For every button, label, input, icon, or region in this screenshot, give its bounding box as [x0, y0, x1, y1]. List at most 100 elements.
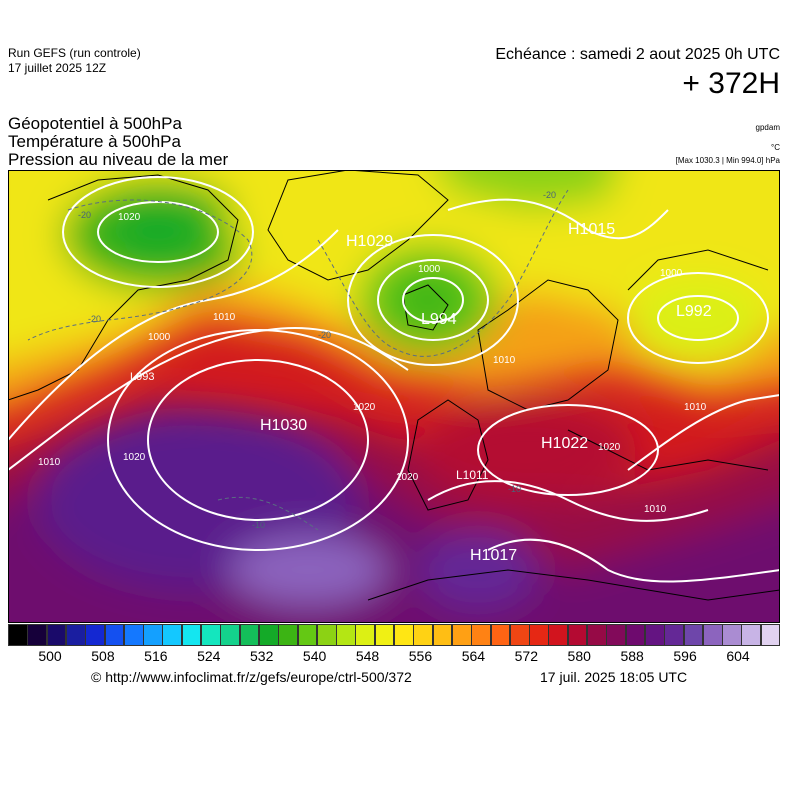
color-swatch	[181, 624, 202, 646]
isobar-label: 1010	[493, 355, 516, 366]
unit-geopotential: gpdam	[755, 123, 780, 132]
high-center: H1029	[346, 233, 393, 250]
lead-time: + 372H	[682, 67, 780, 100]
param-pressure: Pression au niveau de la mer	[8, 150, 229, 169]
unit-temperature: °C	[771, 143, 780, 152]
isobar-label: 1000	[660, 268, 683, 279]
color-swatch	[490, 624, 511, 646]
color-swatch	[683, 624, 704, 646]
color-swatch	[143, 624, 163, 646]
scale-tick-label: 580	[567, 648, 591, 664]
isobar-label: 1010	[213, 312, 236, 323]
color-swatch	[104, 624, 125, 646]
isobar-label: 1000	[148, 332, 171, 343]
color-swatch	[587, 624, 607, 646]
color-swatch	[451, 624, 472, 646]
color-swatch	[529, 624, 549, 646]
valid-time: Echéance : samedi 2 aout 2025 0h UTC	[495, 46, 780, 63]
color-swatch	[220, 624, 241, 646]
color-swatch	[374, 624, 395, 646]
color-swatch	[471, 624, 491, 646]
isobar-label: 1000	[418, 264, 441, 275]
color-swatch	[336, 624, 356, 646]
scale-tick-label: 604	[726, 648, 750, 664]
isobar-label: 1010	[684, 402, 707, 413]
scale-tick-label: 540	[302, 648, 327, 664]
isobar-label: 1010	[38, 457, 61, 468]
high-center: H1030	[260, 417, 307, 434]
geopotential-field	[8, 170, 780, 623]
high-center: H1022	[541, 435, 588, 452]
run-title: Run GEFS (run controle)	[8, 46, 141, 60]
temperature-label: -10	[252, 520, 265, 530]
source-url[interactable]: © http://www.infoclimat.fr/z/gefs/europe…	[91, 669, 412, 685]
pressure-centers: H1030 H1029 H1015 H1022 H1017 L994 L992 …	[130, 221, 712, 564]
weather-map: H1030 H1029 H1015 H1022 H1017 L994 L992 …	[8, 170, 780, 623]
isobar-label: 1020	[123, 452, 146, 463]
color-swatch	[432, 624, 453, 646]
scale-tick-label: 532	[250, 648, 274, 664]
color-swatch	[355, 624, 376, 646]
color-swatch	[760, 624, 781, 646]
generated-time: 17 juil. 2025 18:05 UTC	[540, 669, 688, 685]
color-swatch	[664, 624, 684, 646]
scale-tick-label: 548	[355, 648, 380, 664]
low-center: L994	[421, 311, 457, 328]
scale-tick-label: 500	[38, 648, 62, 664]
temperature-labels: -20 -20 -20 -20 -10 -10	[78, 190, 556, 530]
color-swatch	[548, 624, 569, 646]
color-swatch	[123, 624, 144, 646]
color-swatch	[741, 624, 762, 646]
isobar-label: 1020	[118, 212, 141, 223]
color-swatch	[8, 624, 28, 646]
color-swatch	[297, 624, 318, 646]
color-swatch	[201, 624, 221, 646]
scale-tick-label: 556	[408, 648, 433, 664]
isobar-labels: 1000 1010 1020 1020 1010 1000 1010 1020 …	[38, 212, 707, 515]
temperature-label: -10	[508, 484, 521, 494]
color-swatch	[162, 624, 183, 646]
color-swatch	[509, 624, 530, 646]
color-swatch	[413, 624, 434, 646]
isobar-label: 1020	[396, 472, 419, 483]
scale-tick-label: 596	[673, 648, 697, 664]
temperature-label: -20	[78, 210, 91, 220]
color-swatch	[644, 624, 665, 646]
scale-tick-label: 588	[620, 648, 644, 664]
scale-tick-label: 524	[197, 648, 221, 664]
color-swatch	[65, 624, 86, 646]
high-center: H1017	[470, 547, 517, 564]
color-swatch	[394, 624, 414, 646]
color-swatch	[702, 624, 723, 646]
temperature-label: -20	[543, 190, 556, 200]
temperature-label: -20	[318, 330, 331, 340]
scale-tick-label: 572	[514, 648, 538, 664]
scale-tick-label: 564	[461, 648, 486, 664]
run-date: 17 juillet 2025 12Z	[8, 61, 107, 75]
high-center: H1015	[568, 221, 615, 238]
scale-tick-label: 508	[91, 648, 115, 664]
pressure-range: [Max 1030.3 | Min 994.0] hPa	[675, 156, 780, 165]
isobar-label: 1020	[353, 402, 376, 413]
low-center: L992	[676, 303, 712, 320]
color-swatch	[239, 624, 260, 646]
color-swatch	[46, 624, 67, 646]
low-center: L993	[130, 371, 154, 383]
color-swatch	[85, 624, 105, 646]
color-swatch	[278, 624, 298, 646]
color-swatch	[722, 624, 742, 646]
color-scale-bar	[8, 624, 781, 646]
scale-tick-label: 516	[144, 648, 168, 664]
temperature-label: -20	[88, 314, 101, 324]
isobar-label: 1010	[644, 504, 667, 515]
low-center: L1011	[456, 468, 489, 482]
color-swatch	[567, 624, 588, 646]
color-swatch	[316, 624, 337, 646]
isobars	[8, 176, 780, 583]
color-swatch	[606, 624, 627, 646]
color-swatch	[258, 624, 279, 646]
param-temperature: Température à 500hPa	[8, 132, 181, 151]
temperature-lines	[27, 189, 569, 531]
color-swatch	[625, 624, 646, 646]
isobar-label: 1020	[598, 442, 621, 453]
